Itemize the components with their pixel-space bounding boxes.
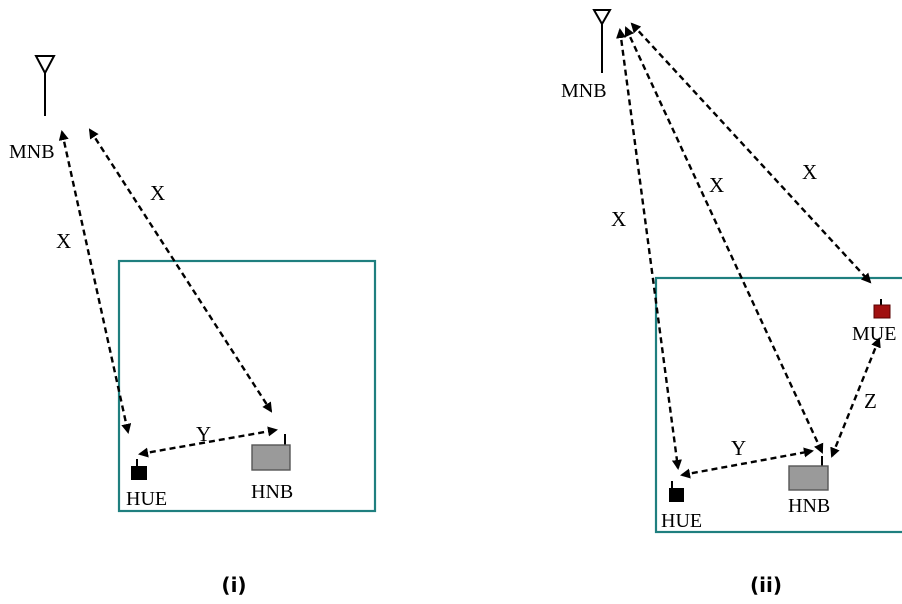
mnb-antenna-icon <box>592 9 612 73</box>
hue-device-icon <box>669 481 684 502</box>
link-hue-hnb <box>680 447 814 479</box>
hnb-device-icon <box>788 456 829 491</box>
panel-caption-i: (i) <box>221 573 246 597</box>
panel-caption-ii: (ii) <box>750 573 782 597</box>
mnb-label: MNB <box>9 141 55 163</box>
hnb-label: HNB <box>251 481 293 503</box>
hnb-device-icon <box>251 434 291 471</box>
link-label-mnb-hue: X <box>56 229 71 253</box>
mue-device-icon <box>873 299 891 319</box>
link-label-mnb-mue: X <box>802 160 817 184</box>
link-hnb-mue <box>830 337 881 458</box>
mnb-label: MNB <box>561 80 607 102</box>
mnb-antenna-icon <box>34 55 56 116</box>
link-mnb-mue <box>630 22 872 284</box>
hue-label: HUE <box>661 510 702 532</box>
link-hue-hnb <box>138 426 278 458</box>
link-label-mnb-hnb: X <box>150 181 165 205</box>
link-label-hnb-mue: Z <box>864 389 877 413</box>
link-mnb-hnb <box>88 128 273 413</box>
panel-ii: MNB X X X Y Z HUE HNB MUE (ii) <box>561 9 902 597</box>
link-label-mnb-hue: X <box>611 207 626 231</box>
hue-device-icon <box>131 459 147 480</box>
link-label-mnb-hnb: X <box>709 173 724 197</box>
hue-label: HUE <box>126 488 167 510</box>
panel-i: MNB X X Y HUE HNB (i) <box>9 55 377 597</box>
mue-label: MUE <box>852 323 896 345</box>
link-label-hue-hnb: Y <box>731 436 746 460</box>
hnb-label: HNB <box>788 495 830 517</box>
femtocell-coverage-box <box>117 259 377 513</box>
link-mnb-hue <box>616 28 682 470</box>
link-label-hue-hnb: Y <box>196 422 211 446</box>
